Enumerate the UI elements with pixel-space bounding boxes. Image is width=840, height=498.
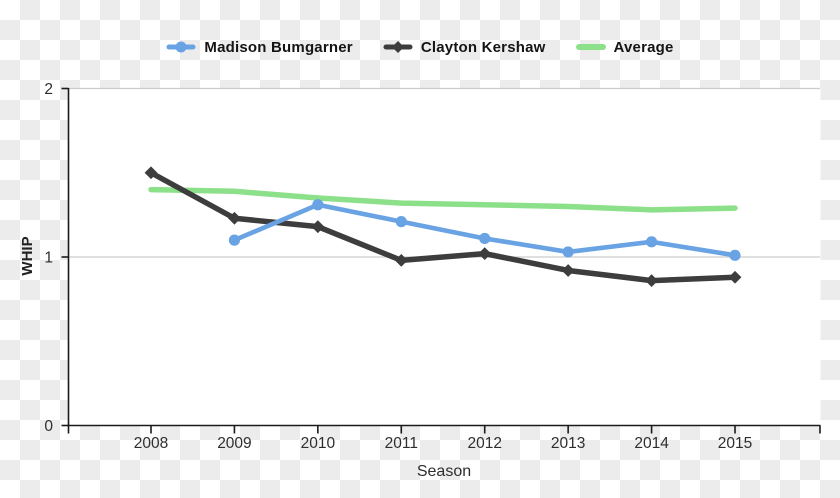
x-tick-label-2012: 2012 (467, 435, 501, 452)
legend-item-clayton-kershaw: Clayton Kershaw (383, 39, 546, 56)
data-series (144, 166, 742, 287)
data-point-marker (562, 246, 574, 258)
x-tick-label-2011: 2011 (385, 435, 418, 452)
legend-label-clayton-kershaw: Clayton Kershaw (420, 38, 546, 56)
legend-item-average: Average (575, 38, 674, 56)
data-point-marker (645, 274, 658, 287)
x-axis-title: Season (417, 463, 471, 480)
data-point-marker (729, 249, 741, 261)
data-point-marker (394, 253, 408, 267)
series-line (148, 170, 738, 284)
data-point-marker (312, 199, 324, 211)
legend-label-average: Average (613, 38, 674, 56)
x-tick-label-2014: 2014 (634, 435, 669, 452)
data-point-marker (478, 247, 492, 261)
x-tick-label-2015: 2015 (718, 435, 752, 452)
chart-legend: Madison Bumgarner Clayton Kershaw Averag… (0, 36, 840, 58)
y-tick-label-2: 2 (44, 81, 53, 98)
series-average (148, 186, 738, 213)
data-point-marker (561, 264, 575, 277)
line-diamond-marker-icon (383, 41, 413, 53)
y-tick-label-1: 1 (44, 250, 53, 267)
data-point-marker (479, 232, 491, 245)
axis-ticks: 0 1 2 2008 2009 2010 2011 2012 2013 2014 2015 (44, 81, 752, 452)
data-point-marker (645, 236, 658, 248)
series-madison-bumgarner (228, 199, 741, 261)
x-tick-label-2010: 2010 (301, 435, 336, 452)
x-tick-label-2009: 2009 (217, 435, 251, 452)
data-point-marker (728, 270, 742, 284)
legend-label-madison-bumgarner: Madison Bumgarner (204, 38, 353, 56)
y-tick-label-0: 0 (44, 418, 53, 435)
line-dot-marker-icon (166, 41, 196, 53)
y-axis-title: WHIP (19, 236, 36, 275)
data-point-marker (228, 211, 241, 225)
line-marker-icon (575, 44, 606, 50)
data-point-marker (228, 234, 241, 246)
legend-item-madison-bumgarner: Madison Bumgarner (166, 38, 353, 56)
x-tick-label-2008: 2008 (134, 435, 168, 452)
data-point-marker (395, 216, 407, 228)
series-line (148, 186, 738, 213)
series-clayton-kershaw (144, 166, 742, 287)
x-tick-label-2013: 2013 (551, 435, 585, 452)
data-point-marker (311, 220, 325, 234)
data-point-marker (144, 166, 158, 180)
